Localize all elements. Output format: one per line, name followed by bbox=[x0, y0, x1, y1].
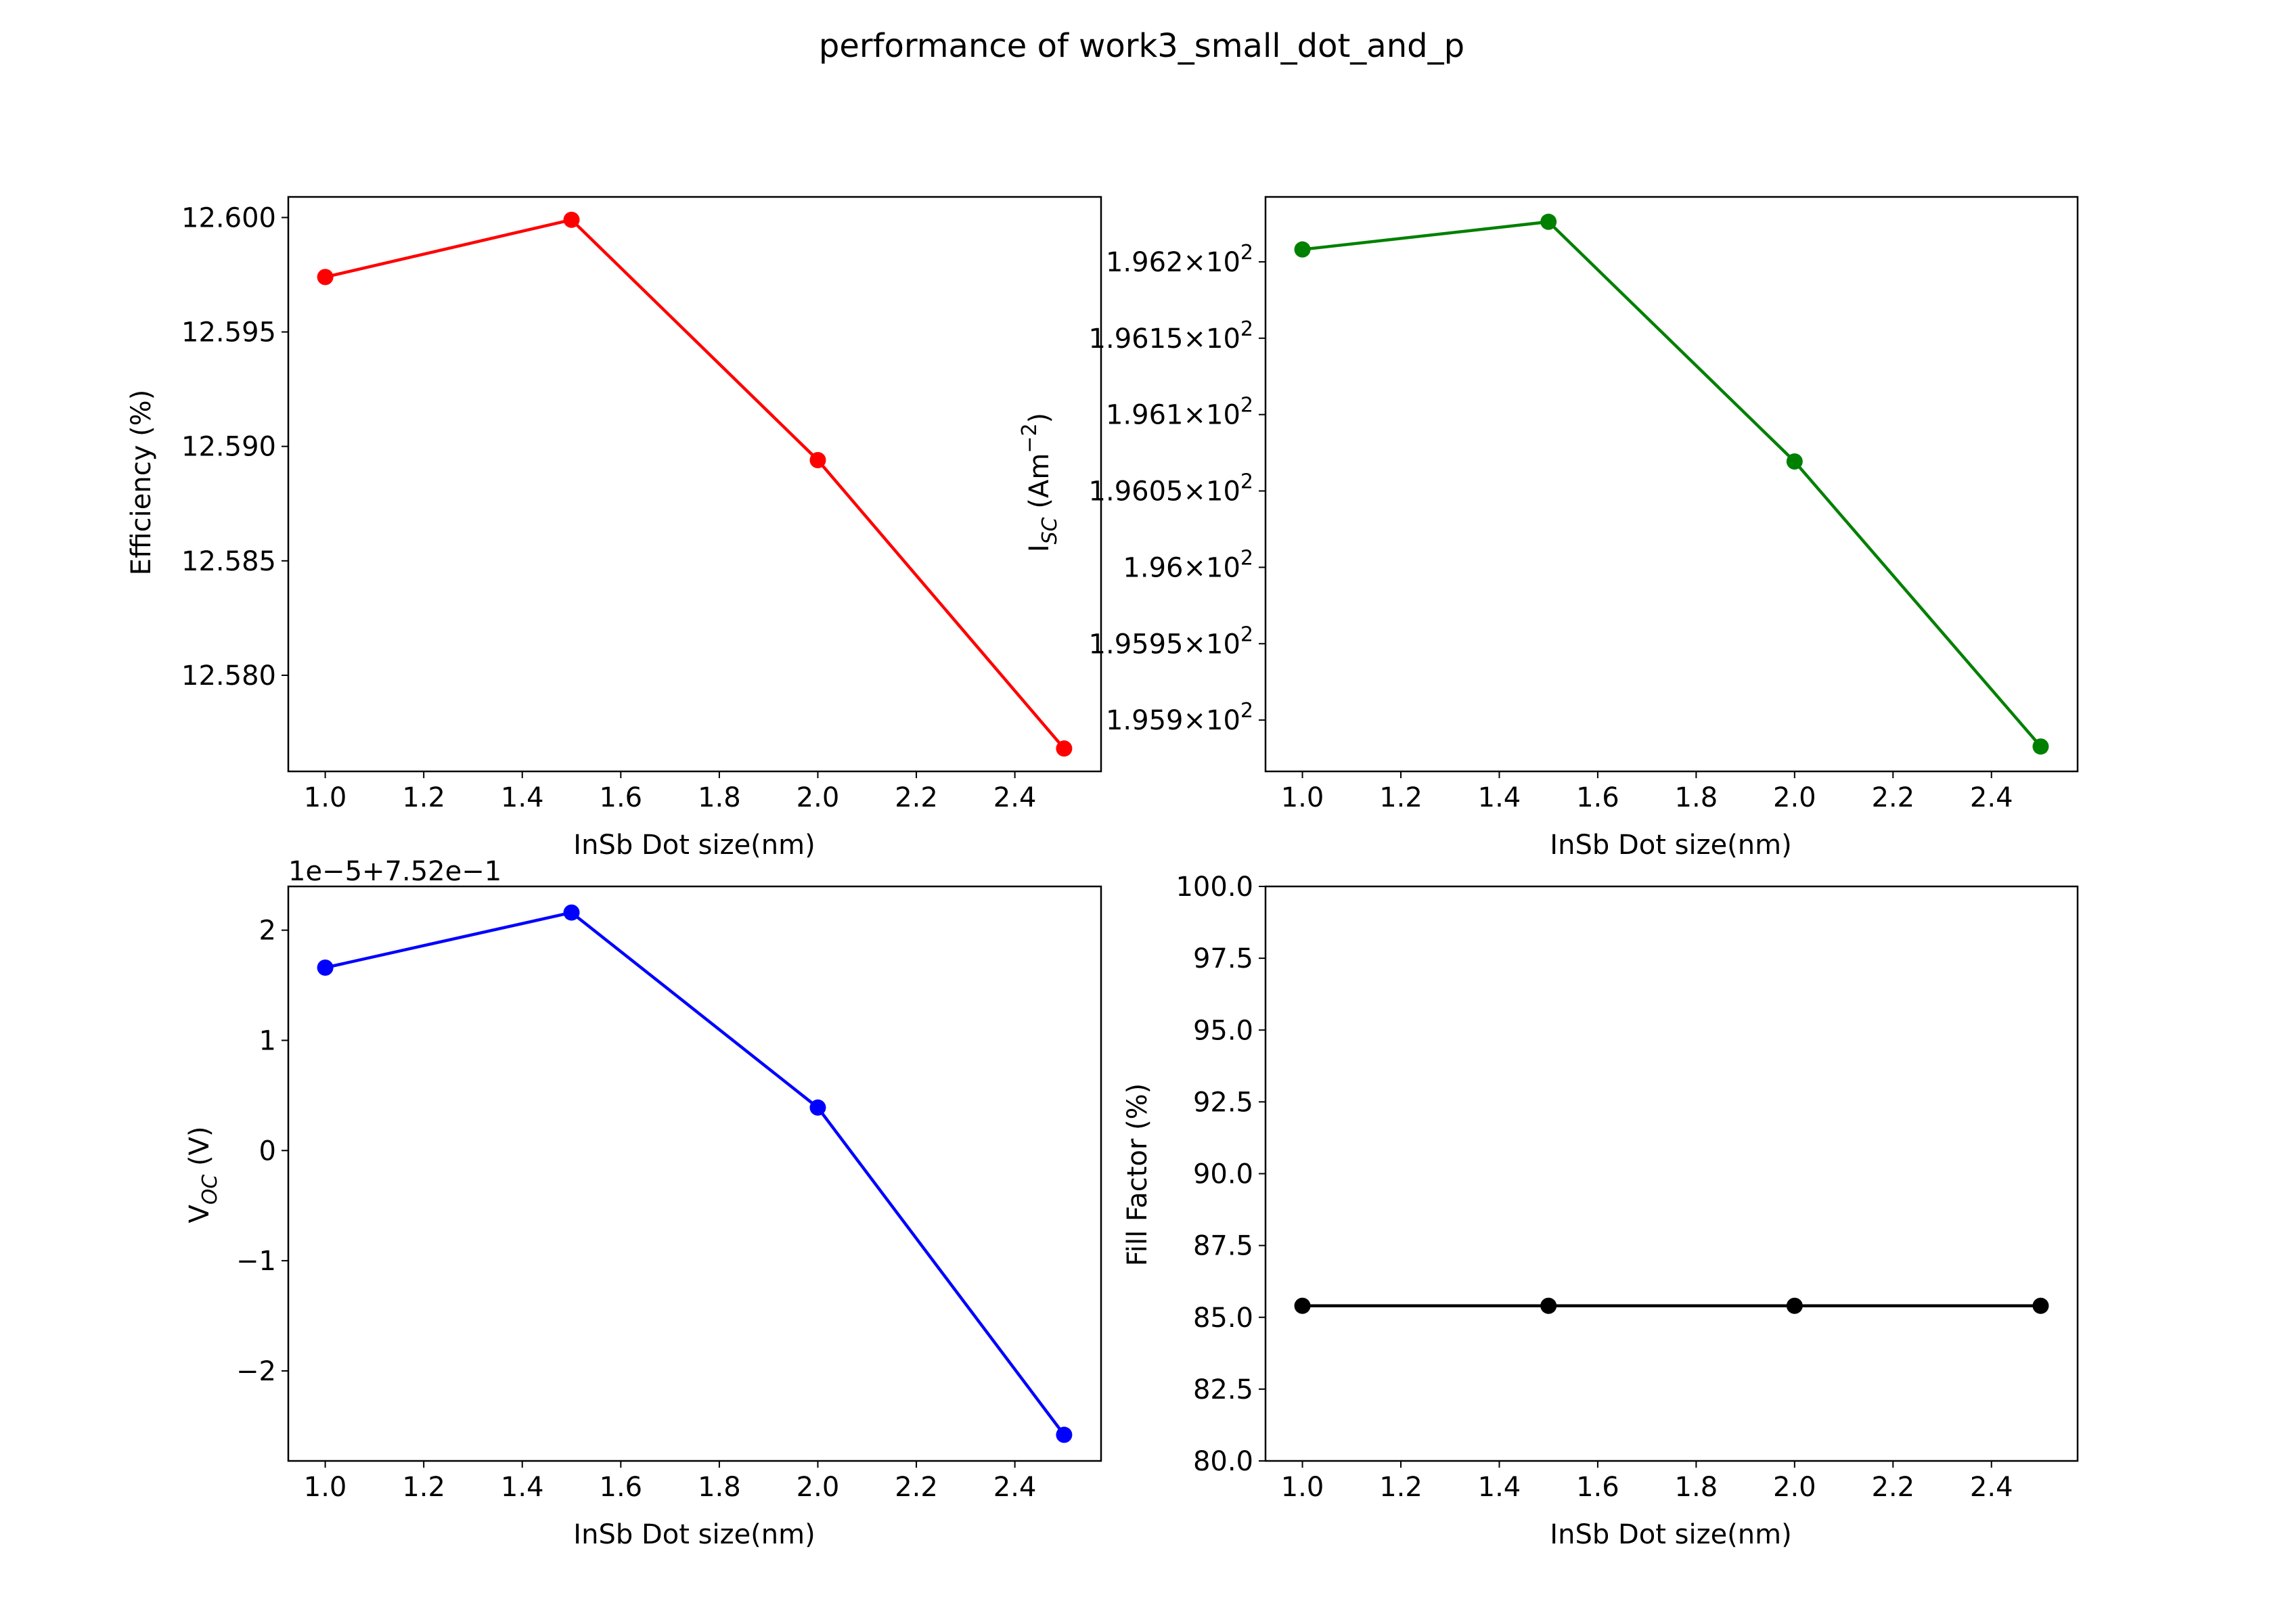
fill-factor-xtick-label: 2.0 bbox=[1773, 1472, 1816, 1503]
efficiency-xtick-label: 1.6 bbox=[600, 782, 643, 813]
fill-factor-ytick-label: 80.0 bbox=[1193, 1446, 1253, 1477]
voc-data-point bbox=[1056, 1426, 1073, 1443]
voc-series-line bbox=[325, 911, 1066, 1436]
efficiency-data-point bbox=[809, 451, 826, 468]
isc-xtick-label: 1.0 bbox=[1281, 782, 1324, 813]
isc-xtick-label: 2.0 bbox=[1773, 782, 1816, 813]
isc-data-point bbox=[1540, 213, 1557, 230]
efficiency-xlabel: InSb Dot size(nm) bbox=[573, 830, 815, 861]
fill-factor-ytick-label: 95.0 bbox=[1193, 1015, 1253, 1046]
isc-xtick-label: 1.2 bbox=[1379, 782, 1423, 813]
isc-xlabel: InSb Dot size(nm) bbox=[1550, 830, 1791, 861]
fill-factor-data-point bbox=[1786, 1297, 1803, 1314]
efficiency-axes-frame bbox=[287, 196, 1102, 773]
efficiency-data-point bbox=[317, 269, 334, 286]
fill-factor-data-point bbox=[2032, 1297, 2049, 1314]
fill-factor-data-point bbox=[1294, 1297, 1311, 1314]
voc-data-point bbox=[317, 960, 334, 976]
isc-series-line bbox=[1302, 220, 2042, 748]
fill-factor-subplot: InSb Dot size(nm) Fill Factor (%) 1.0 1.2… bbox=[1122, 872, 2079, 1550]
isc-ylabel: ISC (Am−2) bbox=[1018, 413, 1062, 552]
isc-xtick-label: 1.8 bbox=[1675, 782, 1718, 813]
fill-factor-xtick-label: 1.8 bbox=[1675, 1472, 1718, 1503]
efficiency-ytick-label: 12.585 bbox=[181, 546, 276, 577]
isc-ytick-label: 1.961×102 bbox=[1106, 394, 1253, 431]
efficiency-subplot: InSb Dot size(nm) Efficiency (%) 1.0 1.2 1… bbox=[126, 196, 1102, 861]
fill-factor-ytick-label: 97.5 bbox=[1193, 943, 1253, 974]
figure-title: performance of work3_small_dot_and_p bbox=[819, 27, 1464, 65]
efficiency-xtick-label: 1.4 bbox=[501, 782, 544, 813]
voc-xtick-label: 2.0 bbox=[797, 1472, 840, 1503]
isc-axes-frame bbox=[1264, 196, 2079, 773]
voc-xlabel: InSb Dot size(nm) bbox=[573, 1519, 815, 1550]
isc-xtick-label: 2.2 bbox=[1871, 782, 1914, 813]
efficiency-xtick-label: 2.2 bbox=[895, 782, 938, 813]
isc-xtick-label: 2.4 bbox=[1970, 782, 2013, 813]
fill-factor-ytick-label: 92.5 bbox=[1193, 1087, 1253, 1118]
fill-factor-xlabel: InSb Dot size(nm) bbox=[1550, 1519, 1791, 1550]
voc-xtick-label: 1.8 bbox=[698, 1472, 741, 1503]
fill-factor-ytick-label: 90.0 bbox=[1193, 1159, 1253, 1190]
fill-factor-ytick-label: 85.0 bbox=[1193, 1303, 1253, 1334]
isc-xtick-label: 1.4 bbox=[1478, 782, 1521, 813]
voc-xtick-label: 2.2 bbox=[895, 1472, 938, 1503]
fill-factor-ytick-label: 100.0 bbox=[1175, 872, 1253, 903]
voc-ytick-label: 0 bbox=[259, 1135, 276, 1167]
voc-data-point bbox=[809, 1099, 826, 1116]
voc-ytick-label: −2 bbox=[236, 1356, 276, 1387]
efficiency-ytick-label: 12.595 bbox=[181, 317, 276, 348]
isc-data-point bbox=[1294, 241, 1311, 258]
fill-factor-xtick-label: 1.0 bbox=[1281, 1472, 1324, 1503]
voc-ytick-label: 1 bbox=[259, 1025, 276, 1056]
voc-xtick-label: 1.0 bbox=[304, 1472, 347, 1503]
isc-subplot: InSb Dot size(nm) ISC (Am−2) 1.0 1.2 1.4 1.… bbox=[1018, 196, 2079, 861]
efficiency-data-point bbox=[563, 211, 580, 228]
voc-xtick-label: 1.2 bbox=[402, 1472, 445, 1503]
voc-subplot: 1e−5+7.52e−1 InSb Dot size(nm) VOC (V) 1… bbox=[184, 856, 1102, 1550]
efficiency-ylabel: Efficiency (%) bbox=[126, 390, 157, 576]
voc-axes-frame bbox=[287, 885, 1102, 1462]
efficiency-xtick-label: 2.4 bbox=[993, 782, 1037, 813]
fill-factor-ytick-label: 82.5 bbox=[1193, 1374, 1253, 1405]
voc-ytick-label: −1 bbox=[236, 1246, 276, 1277]
efficiency-xtick-label: 1.8 bbox=[698, 782, 741, 813]
fill-factor-xtick-label: 1.2 bbox=[1379, 1472, 1423, 1503]
fill-factor-xtick-label: 2.2 bbox=[1871, 1472, 1914, 1503]
isc-ytick-label: 1.9595×102 bbox=[1089, 623, 1253, 660]
isc-ytick-label: 1.9615×102 bbox=[1089, 317, 1253, 355]
fill-factor-axes-frame bbox=[1264, 885, 2079, 1462]
fill-factor-xtick-label: 1.6 bbox=[1576, 1472, 1619, 1503]
efficiency-data-point bbox=[1056, 740, 1073, 757]
efficiency-ytick-label: 12.590 bbox=[181, 432, 276, 463]
efficiency-xtick-label: 1.2 bbox=[402, 782, 445, 813]
isc-xtick-label: 1.6 bbox=[1576, 782, 1619, 813]
isc-ytick-label: 1.96×102 bbox=[1123, 546, 1253, 583]
isc-ytick-label: 1.959×102 bbox=[1106, 699, 1253, 736]
isc-data-point bbox=[1786, 453, 1803, 470]
voc-offset-text: 1e−5+7.52e−1 bbox=[288, 856, 501, 887]
isc-data-point bbox=[2032, 738, 2049, 755]
fill-factor-data-point bbox=[1540, 1297, 1557, 1314]
fill-factor-ytick-label: 87.5 bbox=[1193, 1231, 1253, 1262]
efficiency-xtick-label: 2.0 bbox=[797, 782, 840, 813]
voc-ylabel: VOC (V) bbox=[184, 1126, 222, 1223]
isc-ytick-label: 1.9605×102 bbox=[1089, 470, 1253, 508]
efficiency-series-line bbox=[325, 218, 1066, 750]
voc-ytick-label: 2 bbox=[259, 916, 276, 947]
fill-factor-xtick-label: 2.4 bbox=[1970, 1472, 2013, 1503]
fill-factor-xtick-label: 1.4 bbox=[1478, 1472, 1521, 1503]
voc-xtick-label: 1.4 bbox=[501, 1472, 544, 1503]
voc-data-point bbox=[563, 904, 580, 921]
voc-xtick-label: 1.6 bbox=[600, 1472, 643, 1503]
efficiency-xtick-label: 1.0 bbox=[304, 782, 347, 813]
isc-ytick-label: 1.962×102 bbox=[1106, 241, 1253, 278]
fill-factor-ylabel: Fill Factor (%) bbox=[1122, 1083, 1153, 1267]
efficiency-ytick-label: 12.600 bbox=[181, 202, 276, 233]
voc-xtick-label: 2.4 bbox=[993, 1472, 1037, 1503]
efficiency-ytick-label: 12.580 bbox=[181, 660, 276, 692]
